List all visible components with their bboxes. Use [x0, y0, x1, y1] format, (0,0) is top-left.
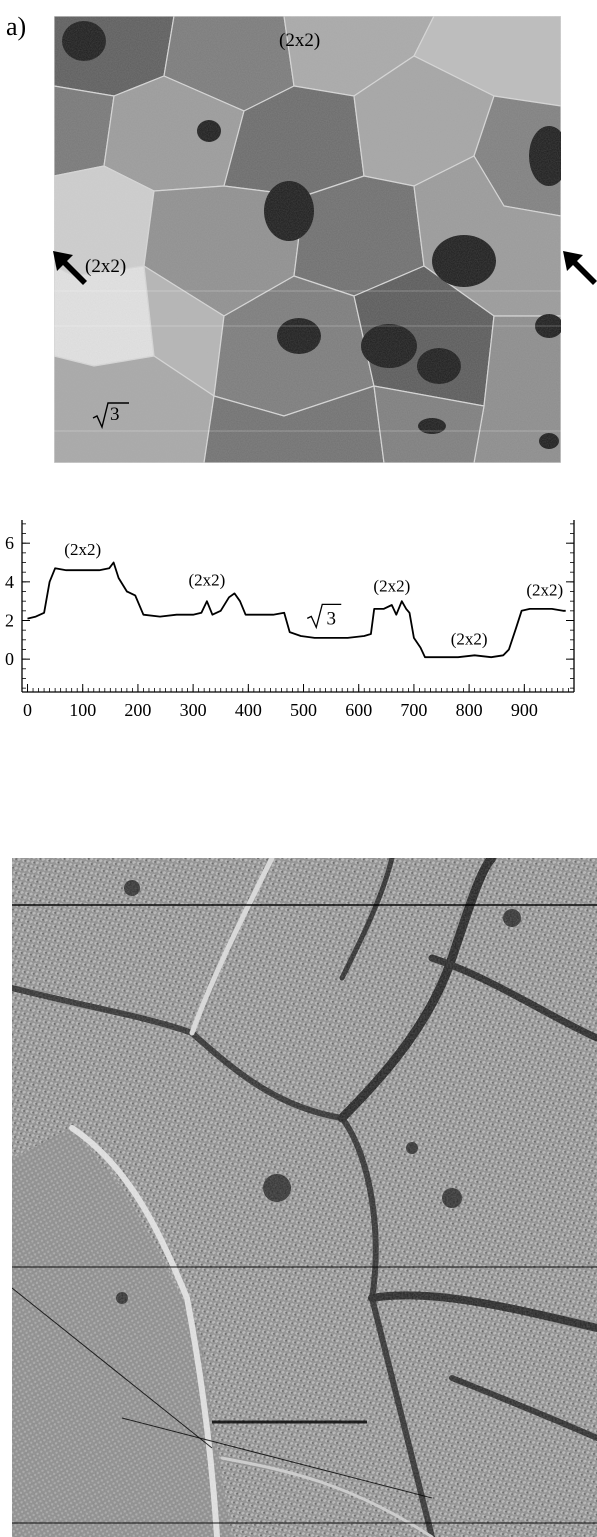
x-tick-label: 600	[345, 700, 372, 720]
y-tick-label: 6	[5, 533, 14, 553]
annotation-label: (2x2)	[451, 630, 488, 649]
label-2x2-top: (2x2)	[279, 30, 321, 51]
stm-image-atomic	[12, 858, 597, 1537]
sqrt-icon	[306, 603, 342, 630]
x-tick-label: 900	[511, 700, 538, 720]
arrow-up-left-icon	[563, 251, 597, 285]
y-tick-label: 2	[5, 610, 14, 630]
annotation-label: 3	[327, 608, 337, 629]
label-2x2-left: (2x2)	[85, 256, 127, 277]
x-tick-label: 200	[124, 700, 151, 720]
stm-scan-lines	[54, 290, 561, 432]
sqrt-icon	[92, 402, 129, 430]
annotation-label: (2x2)	[64, 540, 101, 559]
x-tick-label: 800	[456, 700, 483, 720]
annotation-label: (2x2)	[526, 580, 563, 599]
x-tick-label: 400	[235, 700, 262, 720]
x-tick-label: 700	[400, 700, 427, 720]
stm-image-overview	[54, 16, 561, 463]
arrow-up-left-icon	[53, 251, 87, 285]
height-profile-chart: 0 100 200 300 400 500 600 700 800 900 0 2 4 6 (2x2) (2x…	[5, 520, 575, 720]
stm-noise	[54, 16, 561, 463]
annotation-label: (2x2)	[373, 577, 410, 596]
scan-artifacts	[12, 904, 597, 1524]
x-tick-label: 100	[69, 700, 96, 720]
y-tick-label: 0	[5, 649, 14, 669]
x-tick-label: 500	[290, 700, 317, 720]
y-tick-label: 4	[5, 572, 14, 592]
stm-noise	[12, 858, 597, 1537]
x-tick-label: 300	[180, 700, 207, 720]
profile-line	[27, 561, 566, 659]
panel-label-a: a)	[6, 12, 27, 41]
x-tick-label: 0	[23, 700, 32, 720]
annotation-label: (2x2)	[189, 571, 226, 590]
